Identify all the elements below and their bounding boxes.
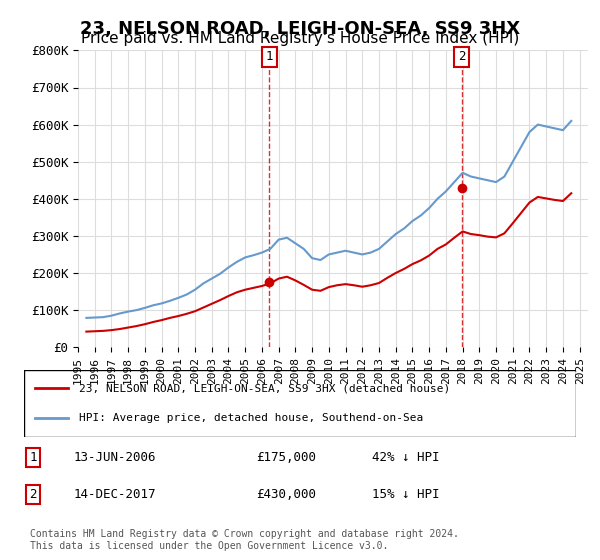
- Text: 2: 2: [458, 50, 466, 63]
- Text: HPI: Average price, detached house, Southend-on-Sea: HPI: Average price, detached house, Sout…: [79, 413, 424, 423]
- Text: £430,000: £430,000: [256, 488, 316, 501]
- Text: 2: 2: [29, 488, 37, 501]
- Text: 15% ↓ HPI: 15% ↓ HPI: [372, 488, 439, 501]
- Text: 1: 1: [266, 50, 273, 63]
- Text: 42% ↓ HPI: 42% ↓ HPI: [372, 451, 439, 464]
- Text: £175,000: £175,000: [256, 451, 316, 464]
- Text: 14-DEC-2017: 14-DEC-2017: [74, 488, 156, 501]
- Text: Contains HM Land Registry data © Crown copyright and database right 2024.
This d: Contains HM Land Registry data © Crown c…: [30, 529, 459, 551]
- Text: Price paid vs. HM Land Registry's House Price Index (HPI): Price paid vs. HM Land Registry's House …: [81, 31, 519, 46]
- Text: 13-JUN-2006: 13-JUN-2006: [74, 451, 156, 464]
- Text: 23, NELSON ROAD, LEIGH-ON-SEA, SS9 3HX: 23, NELSON ROAD, LEIGH-ON-SEA, SS9 3HX: [80, 20, 520, 38]
- Text: 1: 1: [29, 451, 37, 464]
- Text: 23, NELSON ROAD, LEIGH-ON-SEA, SS9 3HX (detached house): 23, NELSON ROAD, LEIGH-ON-SEA, SS9 3HX (…: [79, 384, 451, 394]
